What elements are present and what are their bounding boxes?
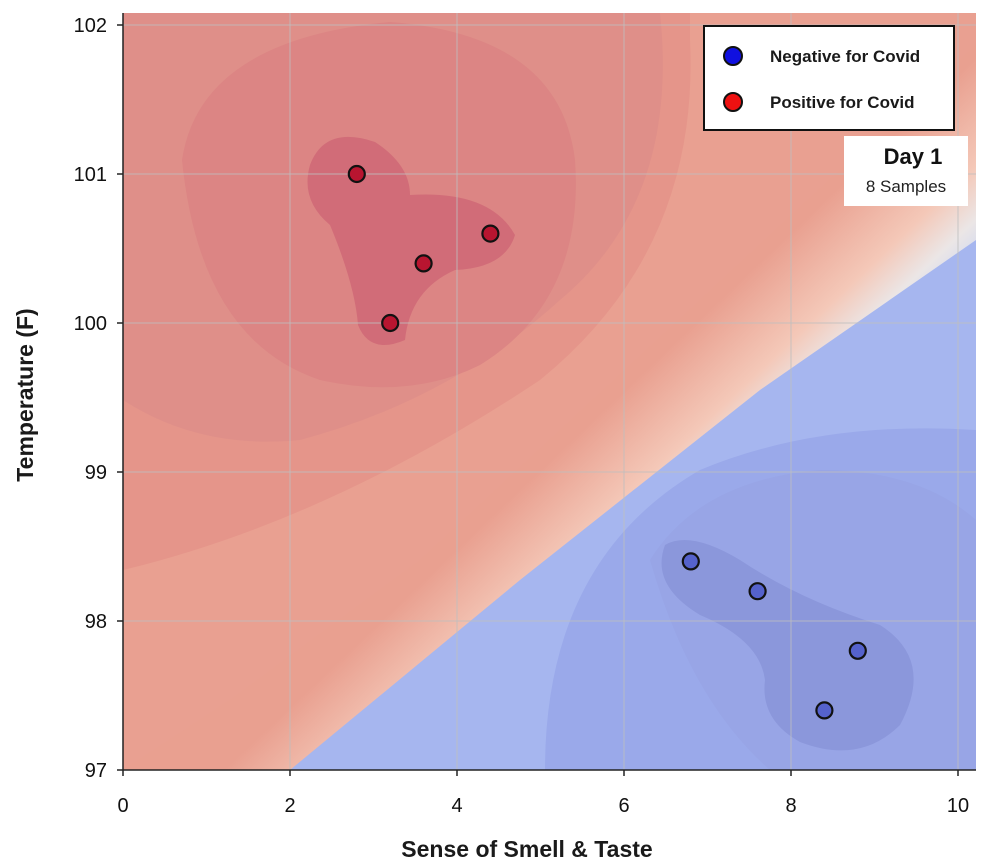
legend-box <box>703 25 955 131</box>
data-points <box>347 164 867 720</box>
positive-point-2 <box>414 254 433 273</box>
positive-point-4 <box>381 313 400 333</box>
x-tick-label: 0 <box>117 795 128 817</box>
x-tick-label: 10 <box>947 795 969 817</box>
negative-point-1 <box>681 552 700 571</box>
negative-point-4 <box>815 701 834 720</box>
info-box-background <box>844 136 968 206</box>
x-tick-label: 8 <box>785 795 796 817</box>
positive-core <box>307 136 515 345</box>
legend-label-negative: Negative for Covid <box>770 47 920 66</box>
negative-point-3 <box>848 641 867 660</box>
grid-lines <box>123 13 976 770</box>
negative-point-2 <box>748 582 767 601</box>
x-axis-title: Sense of Smell & Taste <box>401 836 652 862</box>
axis-ticks: 0 2 4 6 8 10 97 98 99 100 101 102 <box>74 15 970 817</box>
x-tick-label: 6 <box>618 795 629 817</box>
y-tick-label: 101 <box>74 164 107 186</box>
info-box: Day 1 8 Samples <box>844 136 968 206</box>
x-tick-label: 2 <box>284 795 295 817</box>
info-box-title: Day 1 <box>884 144 943 169</box>
y-tick-label: 100 <box>74 313 107 335</box>
y-tick-label: 102 <box>74 15 107 37</box>
legend-marker-negative <box>723 46 743 66</box>
y-axis-title: Temperature (F) <box>12 308 38 481</box>
positive-point-1 <box>347 164 366 184</box>
x-tick-label: 4 <box>451 795 462 817</box>
y-tick-label: 97 <box>85 760 107 782</box>
info-box-subtitle: 8 Samples <box>866 177 946 196</box>
legend-label-positive: Positive for Covid <box>770 93 915 112</box>
legend: Negative for Covid Positive for Covid <box>703 25 955 131</box>
negative-core <box>661 540 914 751</box>
legend-marker-positive <box>723 92 743 112</box>
y-tick-label: 99 <box>85 462 107 484</box>
positive-point-3 <box>481 224 500 243</box>
plot-border <box>122 13 976 771</box>
y-tick-label: 98 <box>85 611 107 633</box>
